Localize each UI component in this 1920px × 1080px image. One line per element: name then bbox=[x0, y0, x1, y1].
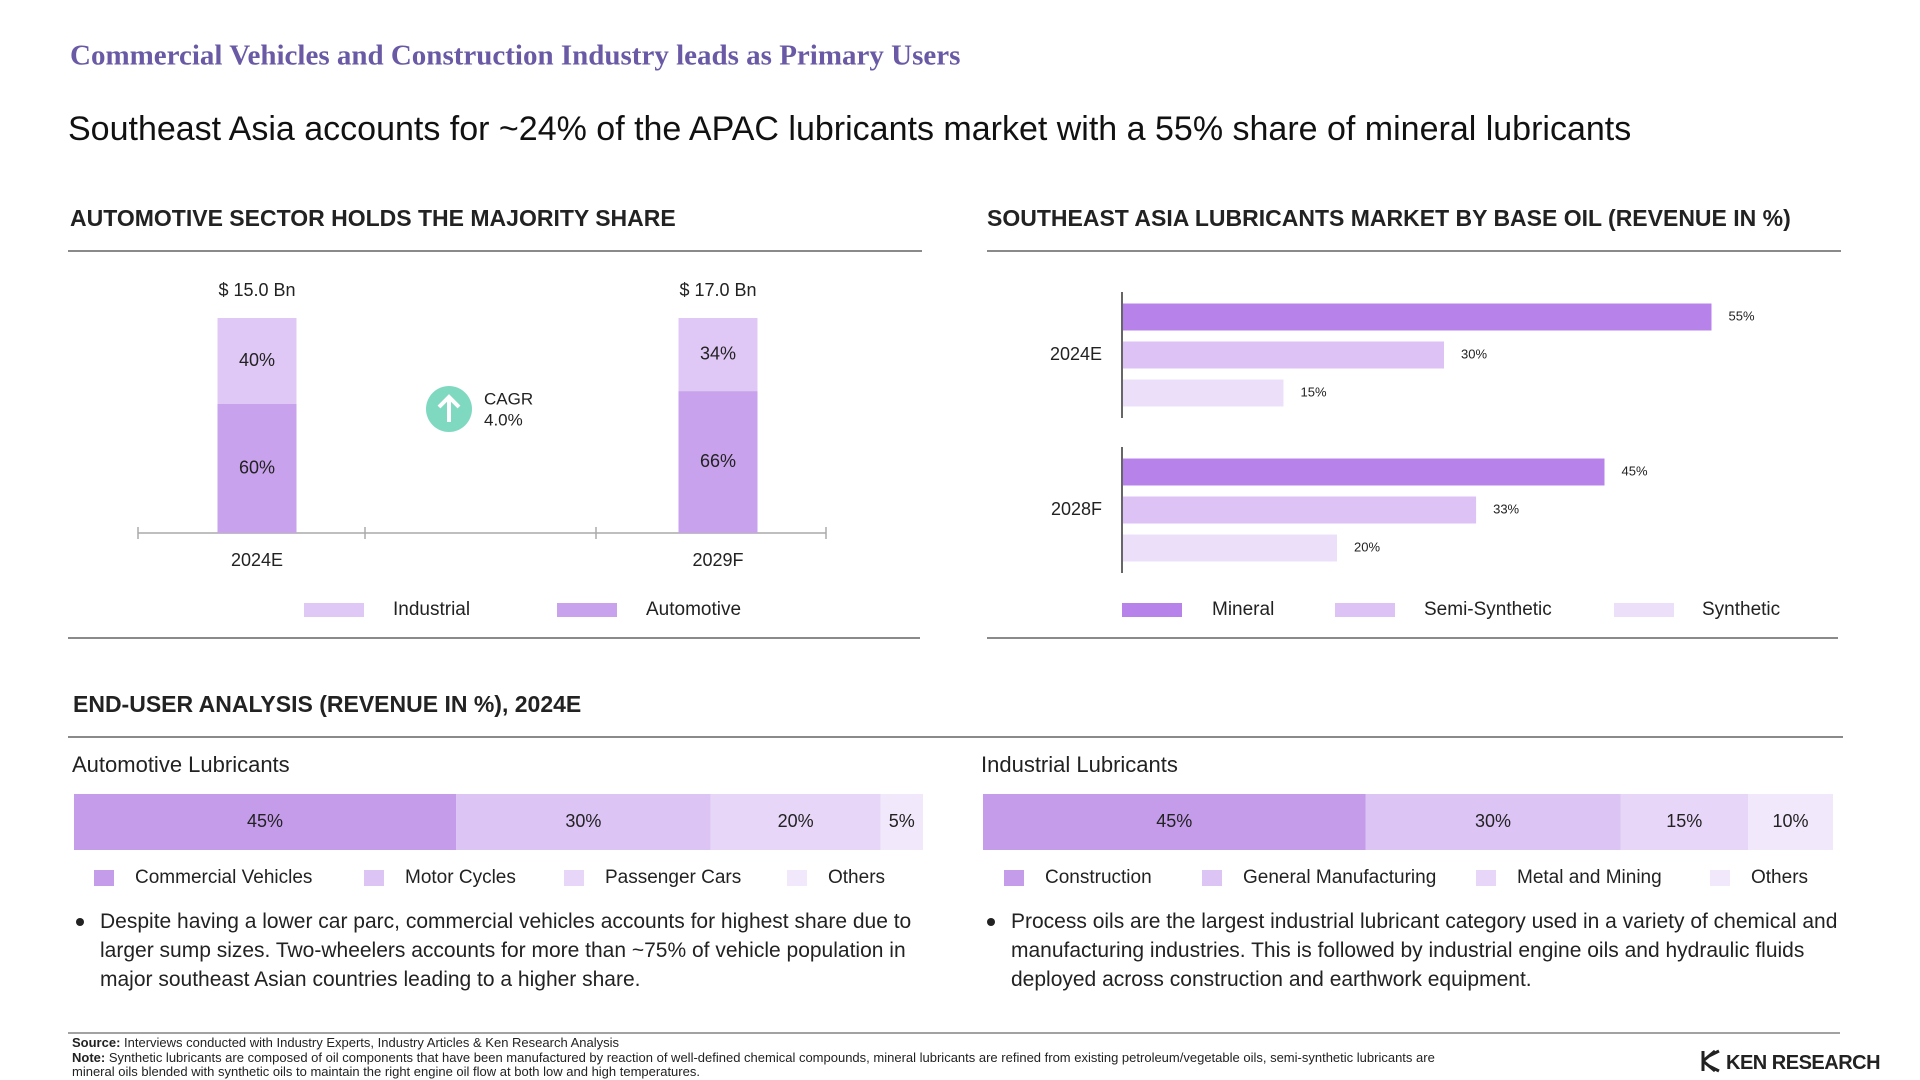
bar bbox=[1123, 458, 1605, 486]
logo: KEN RESEARCH bbox=[1700, 1049, 1881, 1075]
kicker: Commercial Vehicles and Construction Ind… bbox=[70, 40, 960, 72]
y-tick-label: 2024E bbox=[1050, 344, 1102, 364]
source: Interviews conducted with Industry Exper… bbox=[124, 1035, 619, 1050]
legend-label: Synthetic bbox=[1702, 599, 1780, 620]
y-tick-label: 2028F bbox=[1051, 499, 1102, 519]
value-label: 20% bbox=[778, 811, 814, 831]
legend-label: Metal and Mining bbox=[1517, 867, 1662, 888]
bar-segment bbox=[880, 794, 923, 850]
value-label: 34% bbox=[700, 343, 736, 363]
legend-swatch bbox=[557, 603, 617, 617]
value-label: 33% bbox=[1493, 501, 1519, 516]
legend-swatch bbox=[787, 870, 807, 886]
value-label: 40% bbox=[239, 350, 275, 370]
legend-label: Others bbox=[828, 867, 885, 888]
legend-label: Mineral bbox=[1212, 599, 1274, 620]
annotation-label: CAGR bbox=[484, 389, 533, 408]
legend-label: General Manufacturing bbox=[1243, 867, 1436, 888]
source-label: Source: bbox=[72, 1035, 121, 1050]
legend-swatch bbox=[564, 870, 584, 886]
bar-segment bbox=[217, 404, 297, 533]
value-label: 30% bbox=[1461, 346, 1487, 361]
legend-swatch bbox=[1335, 603, 1395, 617]
note-label: Note: bbox=[72, 1049, 106, 1065]
legend-label: Semi-Synthetic bbox=[1424, 599, 1552, 620]
value-label: 66% bbox=[700, 451, 736, 471]
legend-swatch bbox=[1202, 870, 1222, 886]
source-line: Source: Interviews conducted with Indust… bbox=[72, 1035, 1452, 1051]
bullet: Despite having a lower car parc, commerc… bbox=[76, 907, 930, 994]
legend-swatch bbox=[364, 870, 384, 886]
legend-label: Industrial bbox=[393, 599, 470, 620]
note-line: Note: Synthetic lubricants are composed … bbox=[72, 1049, 1452, 1080]
legend-label: Others bbox=[1751, 867, 1808, 888]
bar-segment bbox=[1748, 794, 1833, 850]
bar bbox=[1123, 341, 1444, 369]
value-label: 10% bbox=[1772, 811, 1808, 831]
bar-segment bbox=[74, 794, 457, 850]
legend-swatch bbox=[1614, 603, 1674, 617]
section-title: END-USER ANALYSIS (REVENUE IN %), 2024E bbox=[73, 691, 581, 717]
legend-label: Passenger Cars bbox=[605, 867, 741, 888]
legend-swatch bbox=[304, 603, 364, 617]
total-label: $ 15.0 Bn bbox=[218, 280, 295, 300]
value-label: 55% bbox=[1729, 308, 1755, 323]
value-label: 45% bbox=[1622, 463, 1648, 478]
bar bbox=[1123, 379, 1284, 407]
legend-swatch bbox=[1476, 870, 1496, 886]
chart-title: Industrial Lubricants bbox=[981, 752, 1178, 777]
value-label: 15% bbox=[1666, 811, 1702, 831]
chart-title: Automotive Lubricants bbox=[72, 752, 290, 777]
value-label: 15% bbox=[1301, 384, 1327, 399]
bullet: Process oils are the largest industrial … bbox=[987, 907, 1851, 994]
value-label: 30% bbox=[1475, 811, 1511, 831]
logo-icon bbox=[1701, 1049, 1720, 1073]
logo-text: KEN RESEARCH bbox=[1726, 1052, 1881, 1074]
value-label: 20% bbox=[1354, 539, 1380, 554]
legend-swatch bbox=[1122, 603, 1182, 617]
bar-segment bbox=[456, 794, 711, 850]
legend-swatch bbox=[1004, 870, 1024, 886]
legend-swatch bbox=[94, 870, 114, 886]
legend-swatch bbox=[1710, 870, 1730, 886]
chart-title: AUTOMOTIVE SECTOR HOLDS THE MAJORITY SHA… bbox=[70, 205, 676, 231]
bar-segment bbox=[710, 794, 881, 850]
value-label: 30% bbox=[565, 811, 601, 831]
x-tick-label: 2024E bbox=[231, 550, 283, 570]
legend-label: Automotive bbox=[646, 599, 741, 620]
bar bbox=[1123, 496, 1477, 524]
cagr-arrow bbox=[437, 394, 461, 422]
legend-label: Construction bbox=[1045, 867, 1152, 888]
annotation-value: 4.0% bbox=[484, 410, 523, 429]
note: Synthetic lubricants are composed of oil… bbox=[72, 1049, 1435, 1079]
bar-segment bbox=[983, 794, 1366, 850]
value-label: 60% bbox=[239, 457, 275, 477]
value-label: 45% bbox=[1156, 811, 1192, 831]
value-label: 5% bbox=[889, 811, 915, 831]
bar bbox=[1123, 303, 1712, 331]
legend-label: Motor Cycles bbox=[405, 867, 516, 888]
x-tick-label: 2029F bbox=[692, 550, 743, 570]
bar-segment bbox=[1365, 794, 1621, 850]
headline: Southeast Asia accounts for ~24% of the … bbox=[68, 110, 1631, 148]
chart-title: SOUTHEAST ASIA LUBRICANTS MARKET BY BASE… bbox=[987, 205, 1791, 231]
bar-segment bbox=[1620, 794, 1748, 850]
bar-segment bbox=[678, 318, 758, 392]
footnotes: Source: Interviews conducted with Indust… bbox=[72, 1035, 1452, 1080]
legend-label: Commercial Vehicles bbox=[135, 867, 312, 888]
value-label: 45% bbox=[247, 811, 283, 831]
bar bbox=[1123, 534, 1337, 562]
bar-segment bbox=[217, 318, 297, 404]
total-label: $ 17.0 Bn bbox=[679, 280, 756, 300]
bar-segment bbox=[678, 391, 758, 533]
